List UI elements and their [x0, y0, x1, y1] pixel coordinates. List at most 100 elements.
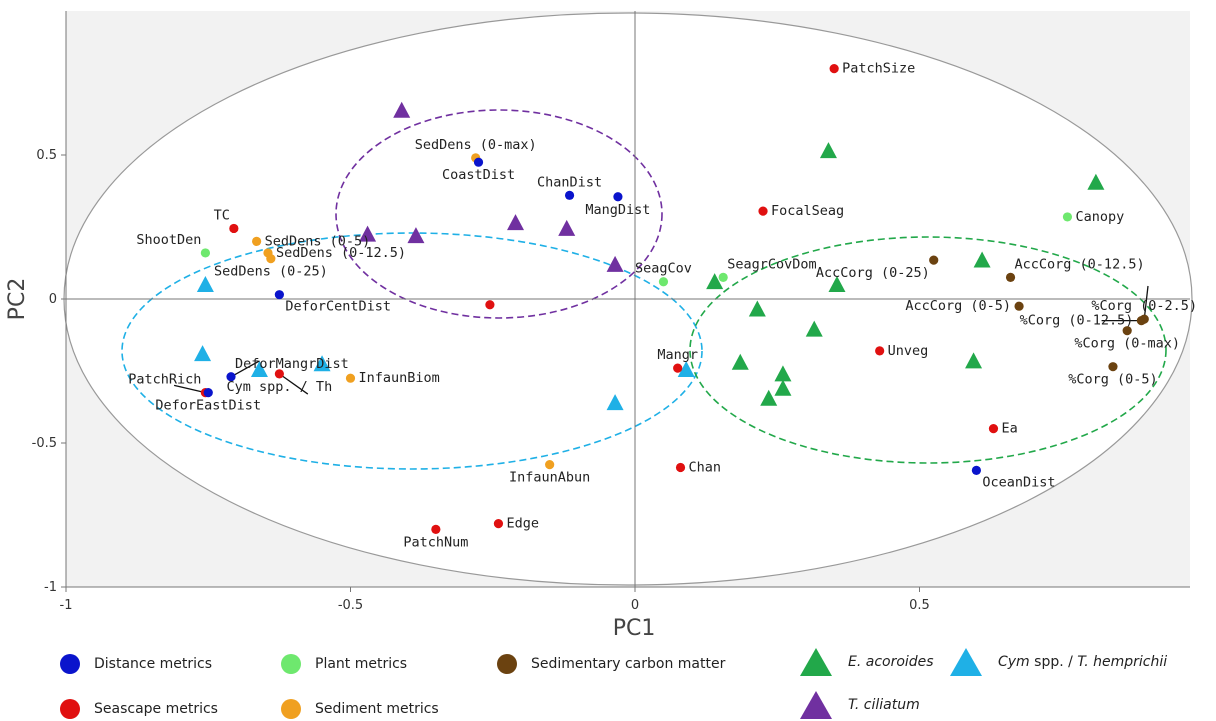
- site-triangle-cym: [606, 394, 624, 411]
- point-label: InfaunAbun: [509, 470, 590, 486]
- seascape-marker-icon: [60, 699, 80, 719]
- point-label: ShootDen: [136, 232, 201, 248]
- point-label: %Corg (0-2.5): [1091, 298, 1197, 314]
- point-label: PatchNum: [403, 534, 468, 550]
- point-label: Canopy: [1075, 209, 1124, 225]
- point-seascape: [274, 369, 284, 379]
- point-sediment: [545, 460, 555, 470]
- point-seascape: [431, 524, 441, 535]
- point-distance: [971, 465, 982, 475]
- legend-item-sediment: Sediment metrics: [281, 699, 439, 719]
- point-label: InfaunBiom: [359, 370, 440, 386]
- purple-triangle-icon: [800, 691, 832, 719]
- site-triangle-cym: [194, 345, 212, 362]
- plant-marker-icon: [281, 654, 301, 674]
- point-seascape: [675, 462, 686, 473]
- cluster-t-ciliatum: [335, 109, 663, 319]
- legend-item-cym-hemprichii: Cym spp. / T. hemprichii: [948, 646, 1167, 678]
- cluster-outlines: [121, 109, 1167, 470]
- y-tick-label: -1: [44, 580, 57, 595]
- point-seascape: [229, 223, 239, 234]
- site-triangle-cym: [250, 361, 268, 377]
- site-triangle-cym: [313, 355, 331, 372]
- point-distance: [274, 290, 284, 300]
- site-triangle-tcil: [407, 227, 425, 244]
- site-triangle-enhalus: [819, 142, 837, 159]
- blue-triangle-icon: [950, 648, 982, 676]
- point-label: SeagrCovDom: [727, 256, 816, 272]
- point-carbon: [929, 255, 939, 265]
- point-sediment: [345, 373, 356, 383]
- point-label: Mangr: [657, 347, 698, 363]
- site-triangle-enhalus: [828, 276, 846, 293]
- point-seascape: [673, 363, 683, 373]
- site-triangle-cym: [196, 276, 214, 293]
- axes: -1 -0.5 0 0.5 0.5 0 -0.5 -1 PC1 PC2: [5, 11, 1190, 640]
- legend-label-part: T. hemprichii: [1077, 654, 1168, 670]
- point-label: DeforCentDist: [285, 299, 391, 315]
- y-tick-label: 0.5: [36, 148, 57, 163]
- point-plant: [200, 248, 211, 258]
- legend-label: Sediment metrics: [315, 701, 439, 717]
- legend-label: T. ciliatum: [848, 697, 920, 713]
- legend-label: Seascape metrics: [94, 701, 218, 717]
- point-seascape: [875, 346, 885, 356]
- site-triangle-enhalus: [774, 379, 792, 396]
- point-label: DeforMangrDist: [235, 356, 349, 372]
- site-triangle-enhalus: [748, 300, 766, 317]
- point-label: Unveg: [888, 343, 929, 359]
- point-label: %Corg (0-5): [1068, 372, 1157, 388]
- y-axis-title: PC2: [5, 278, 30, 321]
- carbon-marker-icon: [497, 654, 517, 674]
- point-label: OceanDist: [982, 474, 1055, 490]
- point-label: AccCorg (0-12.5): [1015, 256, 1145, 272]
- site-triangle-enhalus: [965, 352, 983, 369]
- site-triangles: [194, 101, 1105, 411]
- point-plant: [718, 272, 728, 282]
- cluster-e-acoroides: [689, 236, 1167, 464]
- point-plant: [658, 277, 669, 287]
- point-label: TC: [214, 207, 230, 223]
- variable-points: PatchSize SedDens (0-max) CoastDist ChanDis…: [128, 61, 1197, 551]
- legend-label: Sedimentary carbon matter: [531, 656, 726, 672]
- point-label: Chan: [689, 459, 722, 475]
- point-carbon: [1122, 326, 1132, 336]
- point-label: CoastDist: [442, 167, 515, 183]
- point-label: AccCorg (0-25): [816, 265, 930, 281]
- point-seascape: [758, 206, 768, 216]
- leader-line: [230, 360, 260, 378]
- point-label: DeforEastDist: [155, 398, 261, 414]
- point-label: FocalSeag: [771, 203, 844, 219]
- point-distance: [564, 190, 575, 200]
- legend: Distance metrics Seascape metrics Plant …: [0, 640, 1216, 721]
- site-triangle-tcil: [507, 214, 525, 231]
- leader-line: [173, 384, 206, 394]
- legend-label: Cym spp. / T. hemprichii: [998, 654, 1167, 670]
- y-tick-label: 0: [49, 292, 57, 307]
- point-distance: [226, 372, 236, 382]
- site-triangle-cym: [677, 361, 695, 377]
- legend-label-part: Cym: [998, 654, 1030, 670]
- x-tick-label: 0.5: [909, 598, 930, 613]
- legend-label: Plant metrics: [315, 656, 408, 672]
- point-carbon: [1108, 362, 1118, 372]
- x-tick-label: -0.5: [338, 598, 363, 613]
- point-label: MangDist: [585, 202, 650, 218]
- legend-item-seascape: Seascape metrics: [60, 699, 218, 719]
- point-label: Cym spp. / Th: [227, 379, 333, 395]
- point-seascape: [829, 64, 839, 74]
- point-carbon: [1014, 301, 1024, 311]
- point-plant: [1062, 212, 1073, 222]
- site-triangle-enhalus: [706, 273, 724, 290]
- site-triangle-tcil: [393, 101, 411, 118]
- point-label: %Corg (0-12.5): [1020, 313, 1134, 329]
- x-tick-label: -1: [60, 598, 73, 613]
- site-triangle-tcil: [558, 219, 576, 236]
- legend-item-carbon: Sedimentary carbon matter: [497, 654, 725, 674]
- point-label: SedDens (0-12.5): [276, 245, 406, 261]
- site-triangle-enhalus: [1087, 173, 1105, 190]
- legend-label-part: spp. /: [1029, 654, 1078, 670]
- site-triangle-tcil: [359, 225, 377, 242]
- distance-marker-icon: [60, 654, 80, 674]
- site-triangle-tcil: [606, 255, 624, 272]
